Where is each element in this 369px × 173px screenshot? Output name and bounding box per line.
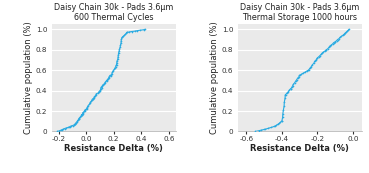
Title: Daisy Chain 30k - Pads 3.6μm
600 Thermal Cycles: Daisy Chain 30k - Pads 3.6μm 600 Thermal… [54,3,173,22]
Y-axis label: Cumulative population (%): Cumulative population (%) [210,21,219,134]
Title: Daisy Chain 30k - Pads 3.6μm
Thermal Storage 1000 hours: Daisy Chain 30k - Pads 3.6μm Thermal Sto… [240,3,359,22]
X-axis label: Resistance Delta (%): Resistance Delta (%) [250,144,349,153]
Y-axis label: Cumulative population (%): Cumulative population (%) [24,21,33,134]
X-axis label: Resistance Delta (%): Resistance Delta (%) [64,144,163,153]
